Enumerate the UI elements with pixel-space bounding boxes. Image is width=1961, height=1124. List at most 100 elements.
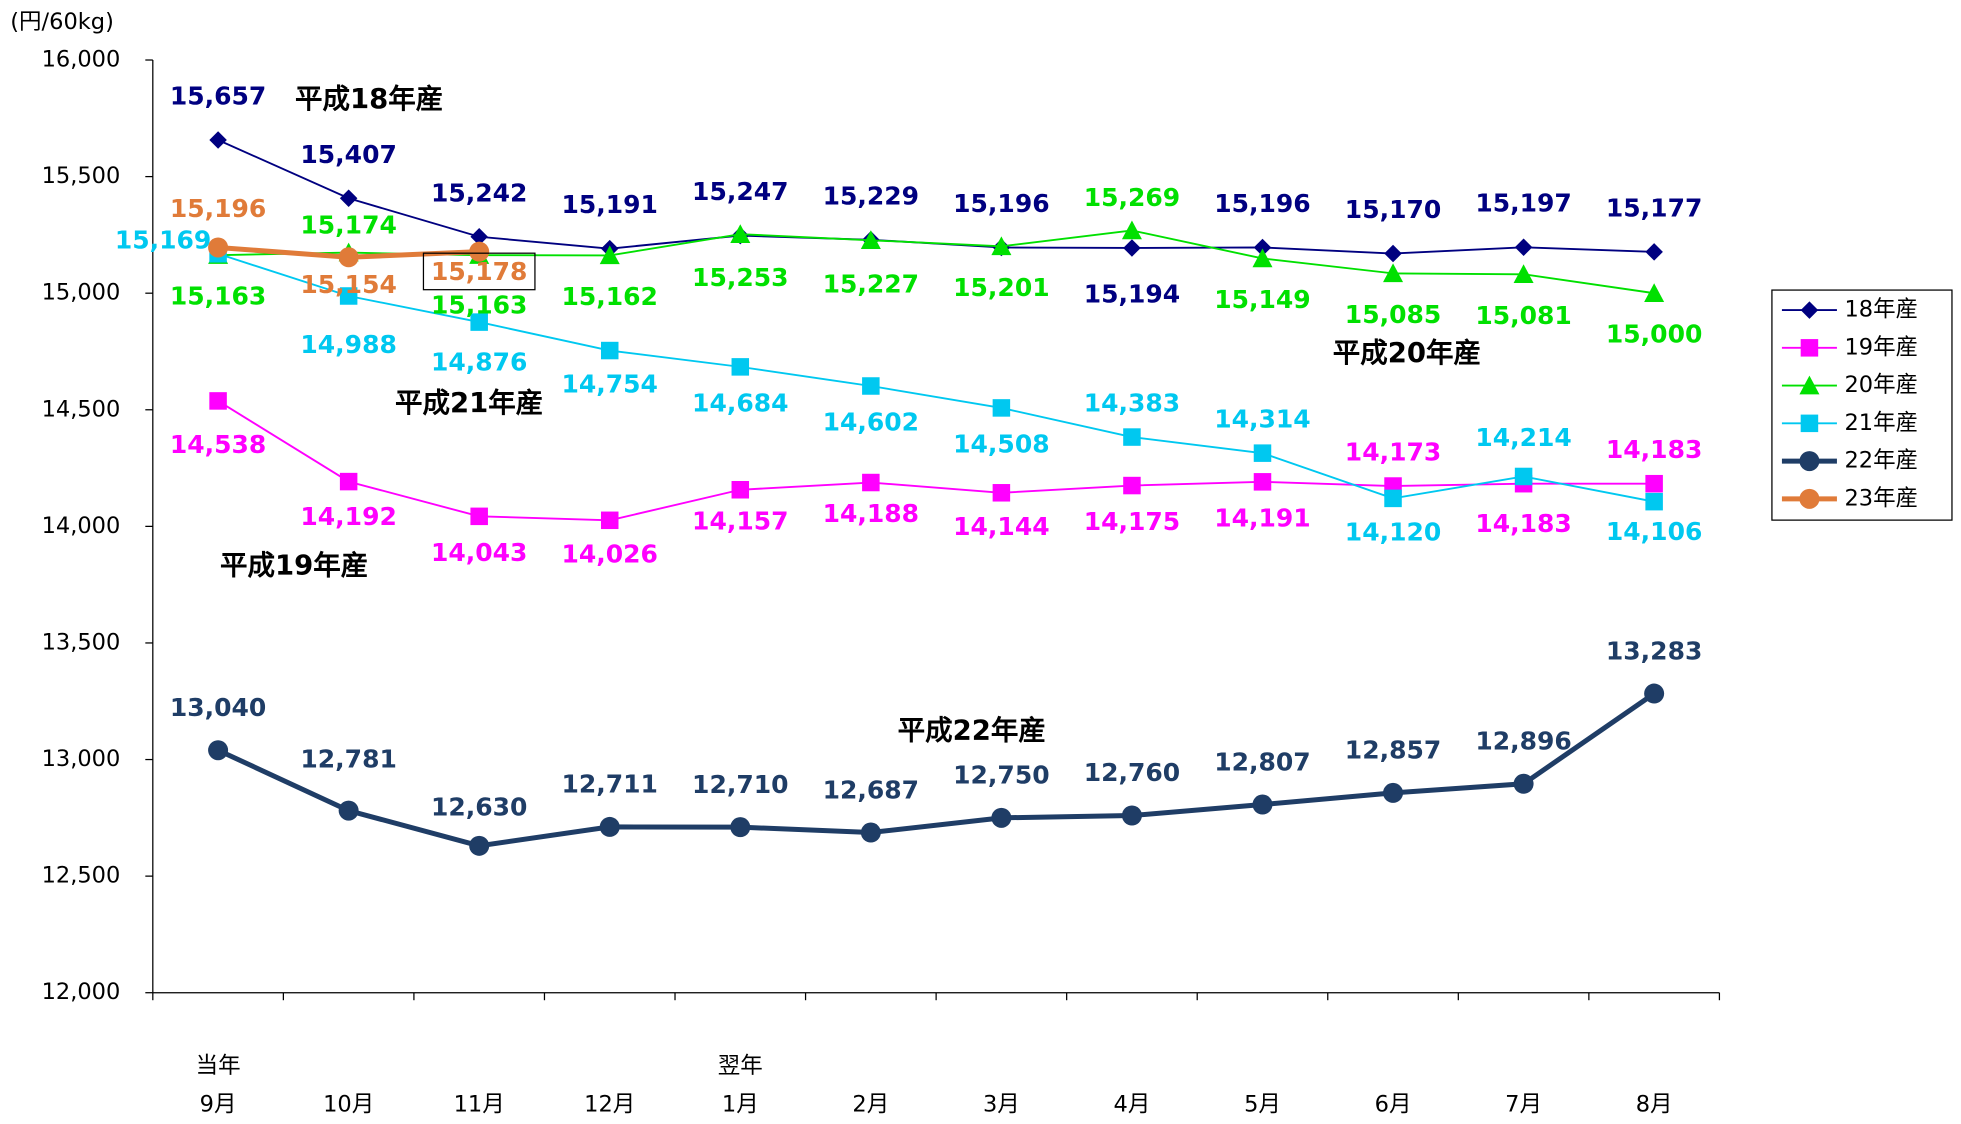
annotation: 平成21年産 (395, 387, 543, 419)
value-label: 14,383 (1084, 389, 1180, 418)
marker (1800, 301, 1819, 319)
marker (730, 224, 751, 243)
x-tick-label: 10月 (323, 1092, 374, 1118)
marker (1799, 451, 1820, 472)
marker (862, 377, 880, 395)
x-tick-label: 8月 (1636, 1092, 1673, 1118)
y-unit: (円/60kg) (10, 9, 114, 35)
legend-box (1771, 289, 1953, 521)
marker (730, 817, 751, 838)
legend-label: 21年産 (1844, 410, 1918, 436)
marker (991, 807, 1012, 828)
value-label: 12,807 (1214, 747, 1310, 776)
marker (1253, 473, 1272, 491)
marker (991, 236, 1012, 256)
value-label: 14,538 (170, 430, 266, 459)
marker (1123, 239, 1141, 257)
value-label: 14,144 (953, 512, 1049, 541)
marker (1123, 476, 1141, 495)
value-label: 14,106 (1606, 517, 1702, 546)
value-label: 15,163 (170, 282, 266, 311)
y-tick-label: 16,000 (42, 47, 121, 73)
value-label: 14,988 (300, 330, 396, 359)
value-label: 14,188 (823, 499, 919, 528)
marker (470, 507, 488, 526)
marker (1800, 339, 1819, 357)
value-label: 14,192 (300, 502, 396, 531)
marker (731, 358, 750, 376)
marker (1799, 488, 1820, 509)
value-label: 14,876 (431, 347, 527, 376)
legend-label: 18年産 (1844, 297, 1918, 323)
y-tick-label: 12,500 (42, 863, 121, 889)
annotation: 平成19年産 (220, 549, 368, 581)
value-label: 15,194 (1084, 279, 1180, 308)
y-tick-label: 15,500 (42, 163, 121, 189)
marker (339, 287, 358, 305)
marker (1645, 474, 1663, 493)
value-label: 12,760 (1084, 758, 1180, 787)
x-tick-label: 9月 (200, 1092, 237, 1118)
y-tick-label: 12,000 (42, 979, 121, 1005)
marker (470, 313, 488, 331)
marker (208, 237, 229, 258)
x-tick-label: 2月 (852, 1092, 889, 1118)
marker (599, 816, 620, 837)
marker (338, 247, 359, 268)
value-label: 15,253 (692, 263, 788, 292)
x-tick-label: 1月 (722, 1092, 759, 1118)
y-tick-label: 13,000 (42, 746, 121, 772)
value-label: 14,157 (692, 506, 788, 535)
marker (600, 341, 619, 360)
x-tick-label: 7月 (1505, 1092, 1542, 1118)
legend-label: 23年産 (1844, 485, 1918, 511)
value-label: 15,000 (1606, 320, 1702, 349)
value-label: 12,781 (300, 745, 396, 774)
value-label: 14,602 (823, 408, 919, 437)
value-label: 15,227 (823, 269, 919, 298)
marker (1384, 244, 1402, 263)
legend-label: 20年産 (1844, 372, 1918, 398)
marker (860, 822, 881, 843)
marker (1645, 243, 1663, 261)
value-label: 15,154 (300, 270, 396, 299)
annotation: 平成20年産 (1333, 337, 1481, 369)
marker (860, 230, 881, 250)
marker (1121, 805, 1142, 826)
value-label: 12,857 (1345, 736, 1441, 765)
marker (1253, 238, 1272, 257)
value-label: 15,178 (431, 257, 527, 286)
value-label: 15,085 (1345, 300, 1441, 329)
value-label: 14,214 (1475, 423, 1571, 452)
y-tick-label: 13,500 (42, 629, 121, 655)
value-label: 13,040 (170, 693, 266, 722)
label-box (422, 252, 536, 291)
marker (209, 392, 227, 410)
marker (1800, 414, 1819, 433)
marker (1383, 782, 1404, 803)
value-label: 15,201 (953, 273, 1049, 302)
value-label: 14,684 (692, 388, 788, 417)
marker (1644, 283, 1665, 302)
value-label: 12,750 (953, 761, 1049, 790)
series-line (217, 400, 1655, 522)
marker (1513, 264, 1534, 284)
marker (992, 484, 1011, 502)
value-label: 14,191 (1214, 503, 1310, 532)
value-label: 15,162 (561, 282, 657, 311)
annotation: 平成22年産 (898, 714, 1046, 746)
marker (1121, 220, 1142, 240)
x-tick-label: 12月 (584, 1092, 635, 1118)
marker (1799, 375, 1820, 395)
x-tick-label: 6月 (1375, 1092, 1412, 1118)
marker (1253, 444, 1272, 462)
marker (209, 131, 227, 149)
value-label: 15,196 (1214, 189, 1310, 218)
x-tick-label: 4月 (1114, 1092, 1151, 1118)
value-label: 14,183 (1606, 435, 1702, 464)
marker (208, 740, 229, 761)
marker (1514, 238, 1533, 257)
marker (1383, 263, 1404, 283)
x-group-label: 当年 (196, 1053, 241, 1079)
